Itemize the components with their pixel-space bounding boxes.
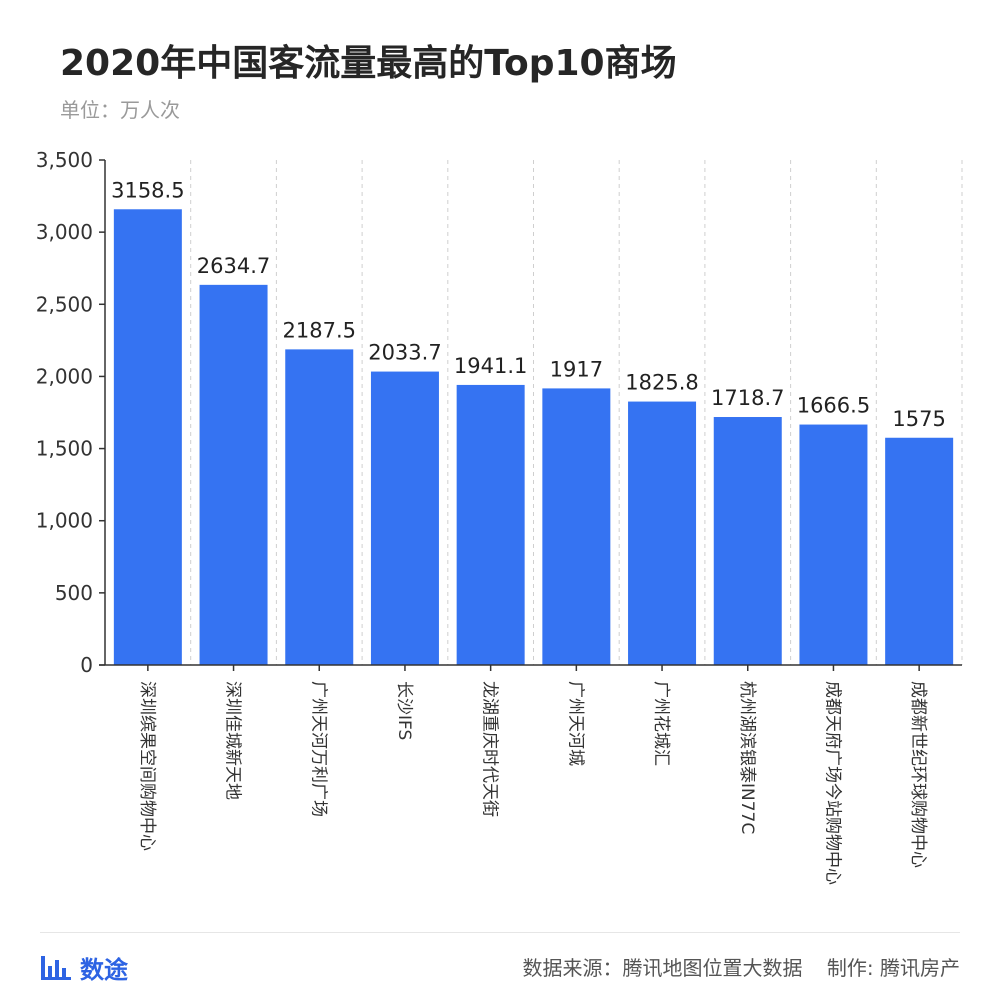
bar: [113, 209, 182, 666]
y-tick-label: 2,500: [36, 292, 93, 316]
data-label: 1825.8: [625, 371, 698, 395]
bar-chart-icon: [41, 956, 71, 980]
bar: [885, 437, 954, 665]
x-tick-label: 成都天府广场今站购物中心: [822, 681, 842, 885]
y-tick-label: 1,500: [36, 437, 93, 461]
x-tick-label: 深圳佳城新天地: [223, 681, 243, 800]
bar: [713, 417, 782, 665]
x-tick-label: 成都新世纪环球购物中心: [908, 681, 928, 868]
bar: [799, 424, 868, 665]
y-tick-label: 1,000: [36, 509, 93, 533]
data-label: 1941.1: [454, 354, 527, 378]
x-tick-label: 长沙IFS: [394, 681, 414, 740]
y-tick-label: 0: [80, 653, 93, 677]
x-tick-label: 深圳缤果空间购物中心: [137, 681, 157, 851]
y-tick-label: 500: [55, 581, 93, 605]
data-label: 1575: [892, 407, 945, 431]
bar: [628, 401, 697, 665]
chart-maker: 制作: 腾讯房产: [826, 956, 960, 980]
x-tick-label: 杭州湖滨银泰IN77C: [737, 681, 757, 834]
chart-unit: 单位：万人次: [60, 98, 180, 122]
data-source: 数据来源：腾讯地图位置大数据: [522, 956, 803, 980]
x-tick-label: 广州天河万利广场: [308, 681, 328, 817]
data-label: 1917: [550, 357, 603, 381]
bar: [370, 371, 439, 665]
footer-credits: 数据来源：腾讯地图位置大数据 制作: 腾讯房产: [523, 952, 960, 981]
data-label: 1666.5: [797, 394, 870, 418]
x-tick-label: 广州天河城: [565, 681, 585, 766]
bar: [285, 349, 354, 665]
bar: [542, 388, 611, 665]
data-label: 2634.7: [197, 254, 270, 278]
y-tick-label: 3,000: [36, 220, 93, 244]
chart-title: 2020年中国客流量最高的Top10商场: [60, 43, 677, 84]
bar: [456, 384, 525, 665]
brand-name: 数途: [80, 955, 128, 984]
x-tick-label: 广州花城汇: [651, 681, 671, 766]
brand-logo: 数途: [40, 950, 128, 984]
data-label: 2033.7: [368, 341, 441, 365]
x-tick-label: 龙湖重庆时代天街: [480, 681, 500, 817]
bar: [199, 284, 268, 665]
data-label: 1718.7: [711, 386, 784, 410]
footer-divider: [40, 932, 960, 933]
data-label: 2187.5: [283, 318, 356, 342]
y-tick-label: 2,000: [36, 364, 93, 388]
data-label: 3158.5: [111, 178, 184, 202]
y-tick-label: 3,500: [36, 148, 93, 172]
